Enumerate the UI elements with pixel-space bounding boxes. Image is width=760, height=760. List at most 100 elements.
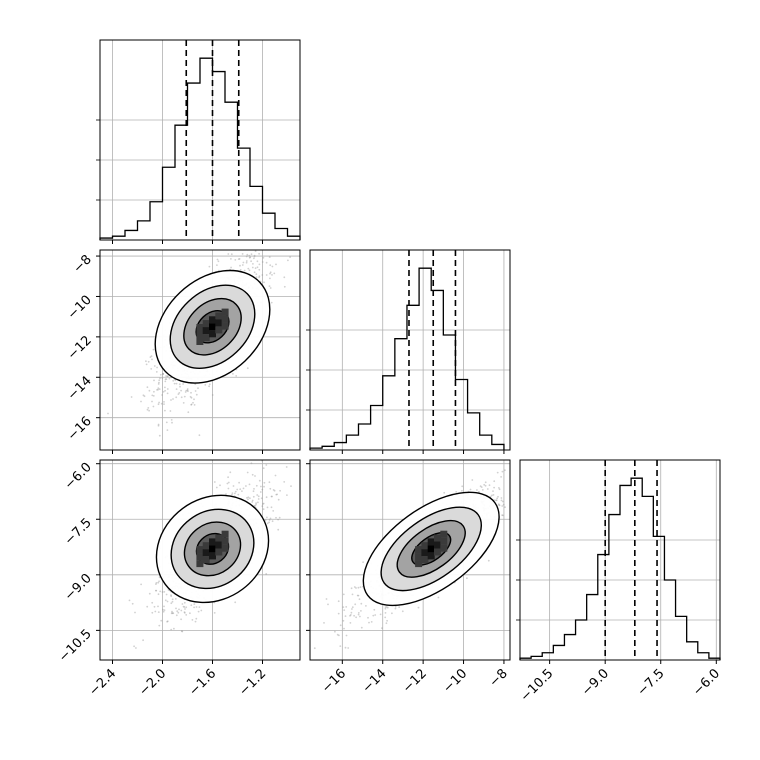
density-cell [427,538,435,546]
scatter-point [384,616,387,619]
scatter-point [492,490,494,492]
scatter-point [259,491,262,493]
scatter-point [157,424,160,427]
scatter-point [255,276,258,278]
scatter-point [251,501,254,503]
scatter-point [192,401,194,404]
scatter-point [229,471,232,474]
scatter-point [194,390,197,392]
scatter-point [258,275,261,278]
scatter-point [246,497,248,499]
scatter-point [162,608,164,611]
scatter-point [279,489,281,492]
scatter-point [502,514,504,517]
scatter-point [261,488,264,491]
scatter-point [484,484,487,487]
scatter-point [268,481,271,484]
scatter-point [261,274,264,276]
scatter-point [171,421,173,424]
scatter-point [158,379,161,382]
density-cell [196,338,204,345]
scatter-point [261,505,264,507]
density-cell [440,537,448,545]
scatter-point [342,606,345,608]
scatter-point [162,372,164,375]
density-cell [209,323,216,331]
scatter-point [498,487,500,489]
scatter-point [148,389,151,392]
scatter-point [350,611,353,614]
scatter-point [180,630,183,633]
scatter-point [158,388,161,390]
density-core [415,530,448,568]
scatter-point [521,490,523,492]
scatter-point [171,598,174,601]
panel-frame [519,459,721,661]
scatter-point [181,603,184,605]
scatter-point [155,371,158,373]
density-cell [415,553,423,561]
scatter-point [197,387,199,390]
scatter-point [107,412,109,415]
scatter-point [254,267,257,270]
density-cell [427,545,435,553]
scatter-point [274,474,277,477]
scatter-point [269,264,272,267]
scatter-point [246,253,249,256]
scatter-point [160,402,163,405]
scatter-point [243,269,246,272]
scatter-point [135,647,137,649]
scatter-point [176,610,179,613]
scatter-point [242,261,245,264]
scatter-point [384,606,387,608]
scatter-point [148,409,151,412]
x-tick-label: −10 [440,666,470,696]
scatter-point [455,491,458,493]
scatter-point [245,485,247,487]
scatter-point [251,499,254,502]
scatter-point [345,634,348,637]
x-tick-label: −8 [487,666,511,690]
scatter-point [491,494,493,497]
scatter-point [146,386,149,389]
scatter-point [476,489,478,491]
scatter-point [466,577,468,580]
scatter-point [268,521,270,524]
panel-content [128,460,292,649]
scatter-point [266,506,269,509]
scatter-point [157,423,160,426]
histogram-step [309,267,505,450]
scatter-point [268,285,271,287]
scatter-point [357,613,360,616]
density-cell [215,541,223,549]
scatter-point [234,490,237,493]
scatter-point [249,256,252,259]
scatter-point [269,287,272,289]
scatter-point [166,429,169,431]
scatter-point [186,389,189,392]
scatter-point [469,488,472,491]
scatter-point [163,605,165,608]
scatter-point [265,496,268,499]
scatter-point [246,367,249,370]
scatter-point [255,273,258,275]
scatter-point [256,260,259,263]
y-tick-label: −10.5 [56,627,95,666]
scatter-point [180,618,183,621]
density-cell [209,552,216,560]
scatter-point [347,647,350,649]
scatter-point [181,630,184,633]
scatter-point [355,587,357,589]
scatter-point [350,587,353,590]
scatter-point [357,586,360,589]
scatter-point [164,386,166,389]
scatter-point [198,434,201,437]
scatter-point [231,493,233,496]
scatter-point [173,382,176,385]
scatter-point [248,483,251,486]
scatter-point [189,612,191,615]
scatter-point [194,620,197,623]
scatter-point [391,612,393,615]
scatter-point [146,605,149,608]
density-cell [209,316,216,324]
